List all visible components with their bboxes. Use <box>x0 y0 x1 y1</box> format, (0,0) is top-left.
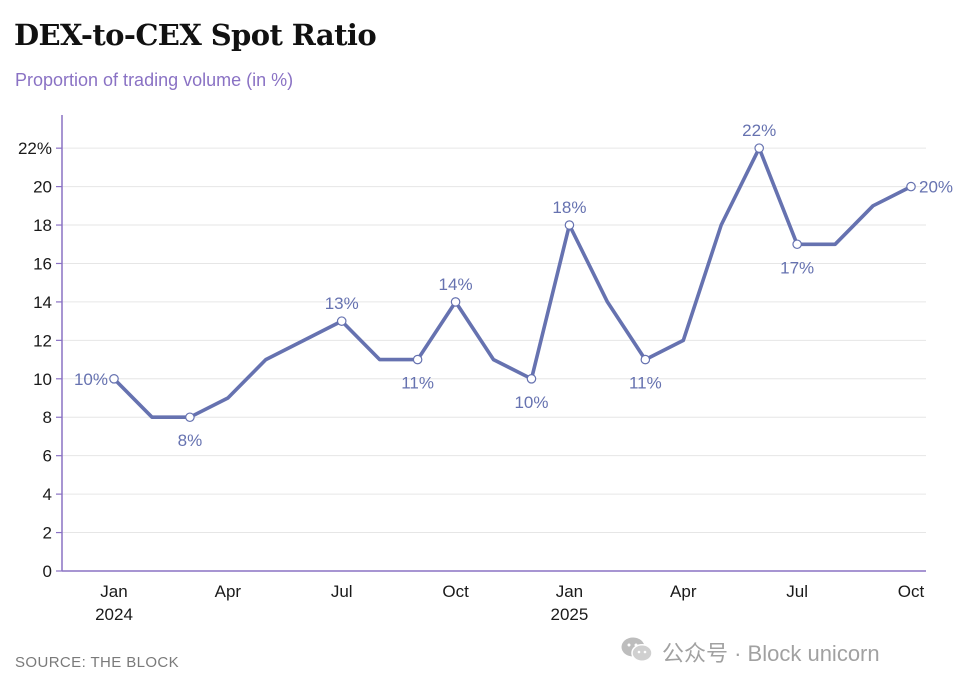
y-tick-label: 8 <box>43 408 52 427</box>
data-label: 11% <box>401 374 434 393</box>
y-tick-label: 12 <box>33 331 52 350</box>
y-tick-label: 4 <box>43 485 52 504</box>
x-tick-year-label: 2025 <box>551 605 589 624</box>
data-label: 18% <box>552 198 586 217</box>
x-tick-label: Jan <box>100 582 127 601</box>
x-tick-label: Jul <box>786 582 808 601</box>
data-point-marker <box>336 316 347 326</box>
wechat-icon <box>620 635 654 670</box>
data-label: 17% <box>780 258 814 277</box>
grid-lines <box>62 147 926 534</box>
data-label: 10% <box>74 370 108 389</box>
x-tick-label: Apr <box>215 582 242 601</box>
y-tick-label: 10 <box>33 370 52 389</box>
x-tick-label: Oct <box>442 582 469 601</box>
y-tick-label: 0 <box>43 562 52 581</box>
data-label: 20% <box>919 178 953 197</box>
data-label: 13% <box>325 294 359 313</box>
data-point-marker <box>754 143 764 153</box>
tick-labels: 0 2 4 6 8 10 12 14 16 18 20 22% Jan 2024 Apr Jul Oct Jan 2… <box>18 139 925 624</box>
y-tick-label: 22% <box>18 139 52 158</box>
data-labels: 10% 8% 13% 11% 14% 10% 18% 11% 22% 17% 20% <box>74 121 953 450</box>
chart-subtitle: Proportion of trading volume (in %) <box>15 70 294 90</box>
y-tick-label: 14 <box>33 293 52 312</box>
data-label: 8% <box>178 431 203 450</box>
x-tick-label: Apr <box>670 582 697 601</box>
y-tick-label: 18 <box>33 216 52 235</box>
data-point-marker <box>906 181 916 192</box>
series-line <box>112 146 913 420</box>
data-point-marker <box>185 412 195 423</box>
x-tick-label: Jan <box>556 582 583 601</box>
y-tick-label: 6 <box>43 447 52 466</box>
y-tick-label: 16 <box>33 254 52 273</box>
data-point-marker <box>564 220 575 230</box>
x-tick-label: Oct <box>898 582 925 601</box>
data-point-marker <box>526 373 537 384</box>
data-label: 14% <box>439 275 473 294</box>
series-line <box>112 146 913 420</box>
y-tick-label: 2 <box>43 524 52 543</box>
source-note: SOURCE: THE BLOCK <box>15 654 180 671</box>
data-label: 10% <box>514 393 548 412</box>
data-label: 11% <box>629 374 662 393</box>
data-point-marker <box>792 239 802 250</box>
x-tick-year-label: 2024 <box>95 605 133 624</box>
axes <box>56 115 926 572</box>
x-tick-label: Jul <box>331 582 353 601</box>
markers <box>109 143 916 423</box>
watermark-text: 公众号 · Block unicorn <box>662 641 880 666</box>
data-point-marker <box>450 297 461 307</box>
watermark: 公众号 · Block unicorn <box>620 634 880 670</box>
data-point-marker <box>109 373 119 384</box>
data-point-marker <box>412 354 423 365</box>
y-tick-label: 20 <box>33 178 52 197</box>
data-point-marker <box>640 354 651 365</box>
chart-title: DEX-to-CEX Spot Ratio <box>14 18 377 52</box>
data-label: 22% <box>742 121 776 140</box>
